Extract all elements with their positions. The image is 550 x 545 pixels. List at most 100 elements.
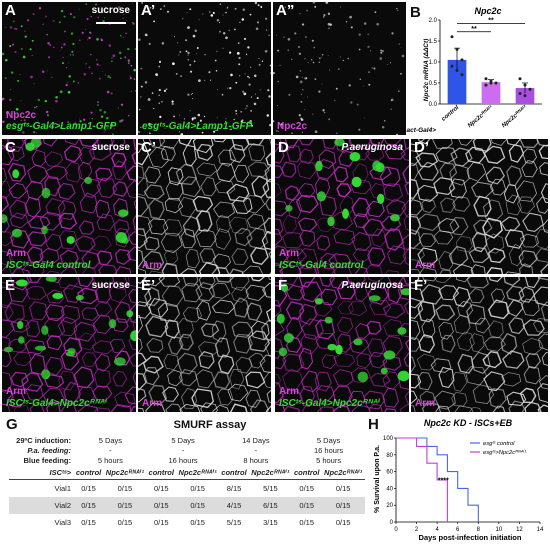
fluorescent-punctum <box>117 107 119 109</box>
fluorescent-punctum <box>110 123 113 127</box>
cell-outline <box>534 229 548 250</box>
data-point <box>455 47 459 51</box>
cell-outline <box>162 219 183 237</box>
table-cell: 5/15 <box>263 484 278 493</box>
cell-outline <box>431 139 453 150</box>
fluorescent-punctum <box>213 127 216 130</box>
fluorescent-punctum <box>175 73 178 75</box>
fluorescent-punctum <box>104 74 106 76</box>
fluorescent-punctum <box>85 3 88 6</box>
gfp-cell <box>377 193 385 204</box>
fluorescent-punctum <box>198 19 200 21</box>
fluorescent-punctum <box>96 37 99 41</box>
cell-outline <box>265 405 271 412</box>
fluorescent-punctum <box>99 64 101 66</box>
cell-outline <box>403 352 409 367</box>
fluorescent-punctum <box>107 127 109 129</box>
fluorescent-punctum <box>122 36 124 38</box>
cell-outline <box>250 246 269 266</box>
fluorescent-punctum <box>376 22 380 26</box>
cell-outline <box>138 139 146 153</box>
fluorescent-punctum <box>96 59 98 61</box>
fluorescent-punctum <box>368 83 371 86</box>
cell-outline <box>213 139 227 143</box>
fluorescent-punctum <box>29 48 32 51</box>
fluorescent-punctum <box>189 8 192 11</box>
cell-outline <box>435 304 456 321</box>
fluorescent-punctum <box>248 76 251 79</box>
cell-outline <box>418 213 441 232</box>
fluorescent-punctum <box>42 70 45 73</box>
cell-outline <box>10 318 30 333</box>
gfp-cell <box>4 346 13 353</box>
cell-outline <box>175 163 198 186</box>
fluorescent-punctum <box>192 34 196 38</box>
fluorescent-punctum <box>5 111 9 115</box>
fluorescent-punctum <box>178 54 180 56</box>
cell-outline <box>138 249 144 268</box>
fluorescent-punctum <box>314 78 317 80</box>
fluorescent-punctum <box>104 6 107 9</box>
cell-outline <box>138 301 152 319</box>
cell-outline <box>350 367 371 384</box>
gfp-cell <box>41 187 51 199</box>
fluorescent-punctum <box>215 129 217 132</box>
table-cell: 0/15 <box>299 484 315 493</box>
fluorescent-punctum <box>300 117 303 120</box>
fluorescent-punctum <box>356 103 359 106</box>
panel-d1-label: D’ <box>414 139 429 156</box>
cell-outline <box>275 403 286 412</box>
fluorescent-punctum <box>241 18 245 21</box>
gfp-cell <box>41 225 48 235</box>
cell-outline <box>519 233 539 248</box>
cell-outline <box>418 267 437 274</box>
fluorescent-punctum <box>103 110 107 114</box>
cell-outline <box>114 391 136 408</box>
cell-outline <box>384 145 406 160</box>
fluorescent-punctum <box>223 32 226 35</box>
gfp-cell <box>41 369 51 380</box>
cell-outline <box>81 352 98 368</box>
table-cell: 0/15 <box>321 497 365 514</box>
cell-outline <box>275 218 284 236</box>
gfp-cell <box>335 344 343 355</box>
cell-outline <box>178 139 193 147</box>
fluorescent-punctum <box>161 42 165 45</box>
panel-e1: E’ Arm <box>138 277 271 412</box>
panel-d-image <box>275 139 409 274</box>
gfp-cell <box>281 284 289 292</box>
fluorescent-punctum <box>129 75 131 77</box>
cell-outline <box>182 307 203 323</box>
cell-outline <box>77 287 98 305</box>
gfp-cell <box>327 216 335 227</box>
fluorescent-punctum <box>79 120 82 123</box>
cell-outline <box>143 277 165 287</box>
fluorescent-punctum <box>240 111 242 113</box>
cell-outline <box>331 266 352 274</box>
cell-outline <box>231 321 254 338</box>
cell-outline <box>379 166 401 187</box>
fluorescent-punctum <box>99 108 102 112</box>
panel-c-stain: Arm <box>6 248 27 259</box>
gfp-cell <box>16 279 28 287</box>
cell-outline <box>29 301 48 321</box>
cell-outline <box>25 384 44 401</box>
bar <box>481 82 501 104</box>
cell-outline <box>74 235 96 252</box>
fluorescent-punctum <box>323 111 326 114</box>
cell-outline <box>60 266 78 274</box>
fluorescent-punctum <box>167 10 169 13</box>
cell-outline <box>300 281 323 303</box>
meta-label: 29ºC induction: <box>16 435 71 445</box>
fluorescent-punctum <box>400 47 402 48</box>
cell-outline <box>417 247 438 267</box>
cell-outline <box>180 228 196 249</box>
fluorescent-punctum <box>189 110 191 112</box>
data-point <box>460 73 464 77</box>
fluorescent-punctum <box>219 30 221 33</box>
cell-outline <box>22 262 45 274</box>
fluorescent-punctum <box>91 117 93 120</box>
cell-outline <box>298 217 318 232</box>
fluorescent-punctum <box>298 52 302 55</box>
panel-e1-label: E’ <box>141 277 156 294</box>
